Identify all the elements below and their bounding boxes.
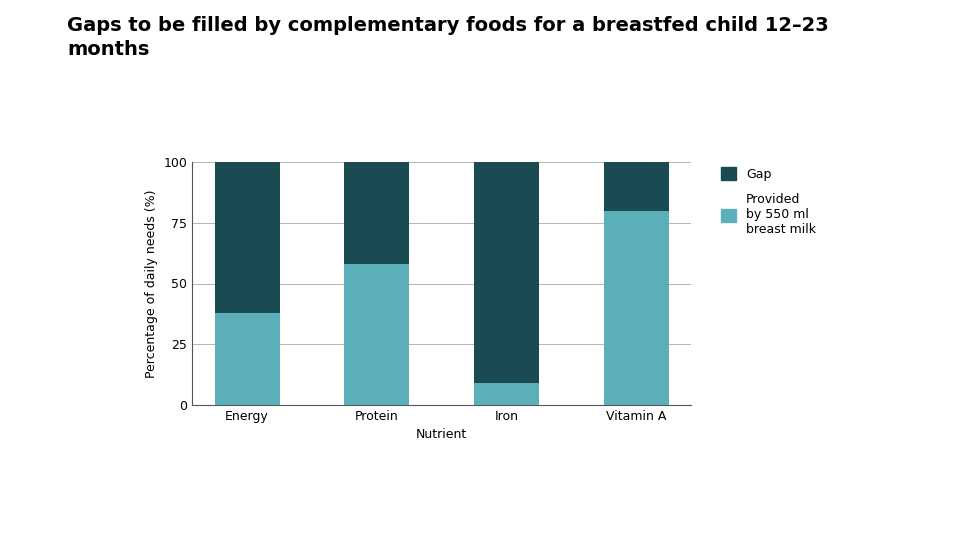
X-axis label: Nutrient: Nutrient	[416, 428, 468, 441]
Bar	[604, 162, 668, 211]
Legend: Gap, Provided
by 550 ml
breast milk: Gap, Provided by 550 ml breast milk	[717, 164, 820, 240]
Bar	[474, 162, 539, 383]
Text: Gaps to be filled by complementary foods for a breastfed child 12–23
months: Gaps to be filled by complementary foods…	[67, 16, 828, 59]
Bar	[474, 383, 539, 405]
Bar	[604, 211, 668, 405]
Bar	[345, 162, 409, 264]
Bar	[215, 313, 279, 405]
Bar	[345, 264, 409, 405]
Y-axis label: Percentage of daily needs (%): Percentage of daily needs (%)	[145, 189, 157, 378]
Bar	[215, 162, 279, 313]
